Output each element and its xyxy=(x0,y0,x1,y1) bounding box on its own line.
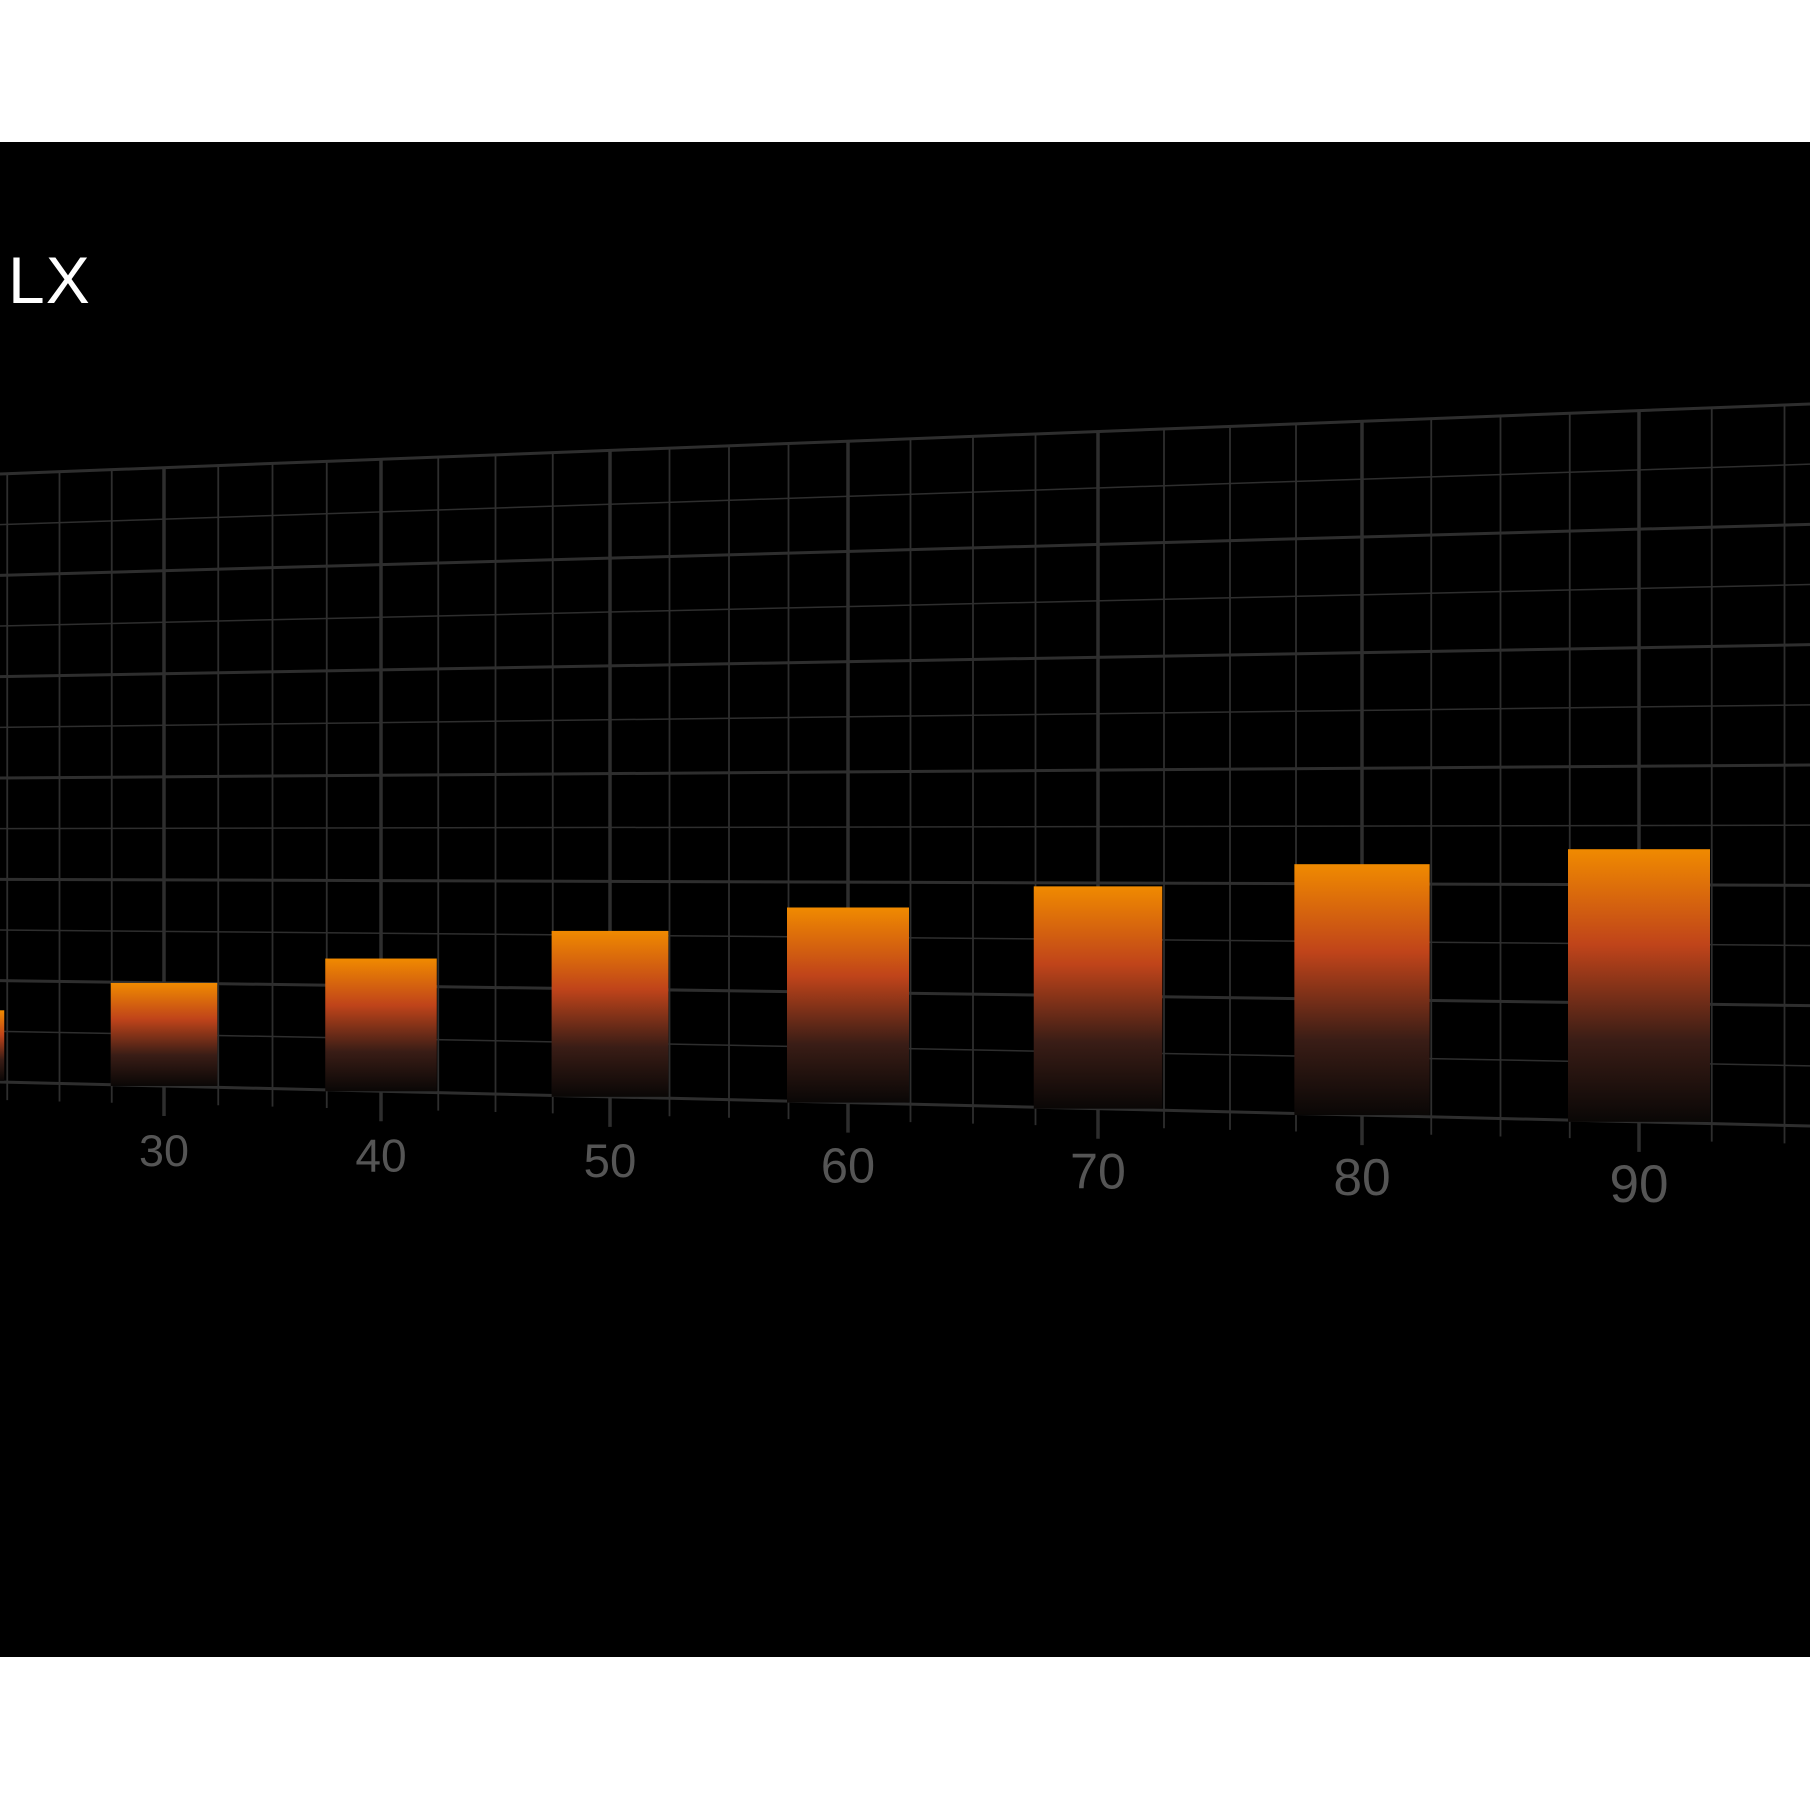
bar-70 xyxy=(1033,886,1163,1109)
x-tick-label-90: 90 xyxy=(1609,1155,1668,1214)
bar-30 xyxy=(110,982,218,1086)
grid-line-horizontal xyxy=(0,877,1810,887)
grid-line-horizontal xyxy=(0,1080,1810,1128)
bar-90 xyxy=(1568,849,1710,1122)
bar-80 xyxy=(1294,864,1430,1116)
grid-line-horizontal xyxy=(0,583,1810,627)
grid-line-horizontal xyxy=(0,643,1810,679)
bar-60 xyxy=(787,907,909,1103)
grid-line-horizontal xyxy=(0,824,1810,830)
bar-50 xyxy=(551,930,669,1097)
chart-title: LX xyxy=(8,243,91,317)
grid-line-horizontal xyxy=(0,463,1810,526)
grid-line-horizontal xyxy=(0,704,1810,729)
x-tick-label-50: 50 xyxy=(584,1135,637,1188)
x-tick-label-80: 80 xyxy=(1333,1148,1390,1206)
bar-chart: 30 40 50 60 70 80 90 xyxy=(0,402,1810,1214)
bar-40 xyxy=(325,958,437,1092)
bar-20 xyxy=(0,1010,5,1081)
x-tick-label-60: 60 xyxy=(821,1140,875,1194)
grid-line-horizontal xyxy=(0,402,1810,476)
grid-line-horizontal xyxy=(0,522,1810,577)
chart-panel: LX 30 40 50 60 70 80 90 xyxy=(0,142,1810,1657)
x-tick-label-70: 70 xyxy=(1070,1144,1126,1200)
grid-line-horizontal xyxy=(0,763,1810,780)
x-tick-label-30: 30 xyxy=(139,1125,189,1176)
x-tick-label-40: 40 xyxy=(355,1129,406,1181)
